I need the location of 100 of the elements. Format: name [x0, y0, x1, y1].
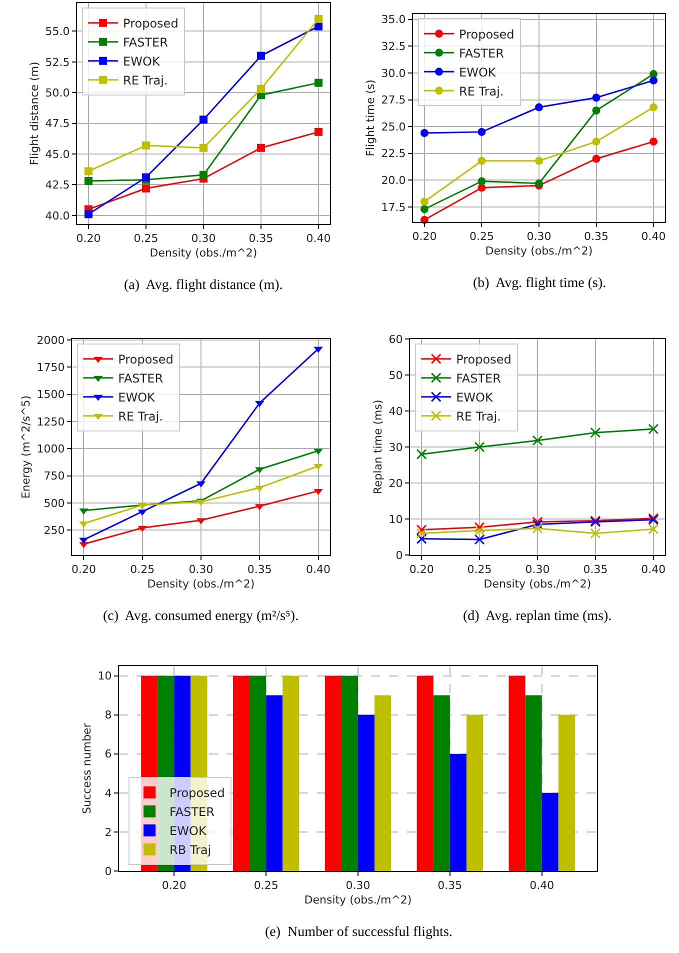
point: [420, 129, 428, 138]
point: [420, 198, 428, 206]
bar: [466, 714, 484, 871]
bar: [416, 676, 434, 871]
x-tick-label: 0.20: [162, 879, 186, 892]
point: [650, 103, 658, 112]
y-tick-label: 27.5: [381, 94, 406, 107]
point: [314, 128, 322, 136]
x-axis-title: Density (obs./m^2): [485, 244, 593, 258]
y-tick-label: 6: [104, 748, 112, 761]
y-tick-label: 40: [388, 404, 403, 418]
bar: [508, 676, 526, 871]
text: (c) Avg. consumed energy (m²/s⁵).: [103, 609, 299, 624]
x-tick-label: 0.30: [188, 563, 214, 576]
point: [84, 177, 92, 186]
bar: [542, 792, 558, 871]
point: [142, 141, 150, 150]
x-tick-label: 0.20: [412, 230, 437, 244]
point: [314, 22, 322, 30]
x-tick-label: 0.40: [641, 563, 666, 576]
y-tick-label: 55.0: [45, 25, 70, 38]
point: [650, 76, 658, 84]
legend-label: EWOK: [459, 65, 497, 80]
x-tick-label: 0.40: [306, 563, 331, 576]
y-tick-label: 40.0: [45, 209, 70, 222]
x-tick-label: 0.25: [130, 563, 155, 576]
y-tick-label: 2: [104, 826, 112, 839]
point: [200, 144, 208, 152]
text: (a) Avg. flight distance (m).: [124, 278, 283, 293]
text: (d) Avg. replan time (ms).: [463, 609, 612, 624]
legend-label: RB Traj: [170, 843, 212, 858]
x-tick-label: 0.40: [306, 232, 331, 246]
y-tick-label: 25.0: [381, 120, 406, 134]
y-tick-label: 50.0: [45, 86, 70, 100]
point: [592, 106, 600, 114]
legend-label: FASTER: [456, 372, 501, 386]
legend-label: RE Traj.: [123, 74, 168, 88]
x-tick-label: 0.40: [530, 879, 554, 892]
x-tick-label: 0.35: [248, 232, 274, 246]
legend-label: EWOK: [456, 390, 494, 404]
point: [314, 14, 322, 23]
point: [532, 519, 543, 530]
x-tick-label: 0.25: [134, 232, 158, 246]
x-axis-title: Density (obs./m^2): [484, 577, 592, 590]
point: [257, 52, 265, 60]
legend-label: RE Traj.: [118, 410, 163, 424]
x-tick-label: 0.20: [409, 563, 434, 576]
point: [416, 524, 427, 536]
y-tick-label: 500: [44, 496, 65, 510]
x-axis-title: Density (obs./m^2): [147, 577, 255, 590]
x-tick-label: 0.35: [247, 563, 272, 576]
legend-label: Proposed: [459, 27, 514, 42]
y-tick-label: 1000: [36, 442, 65, 456]
point: [84, 167, 92, 176]
legend-label: Proposed: [456, 352, 512, 366]
point: [474, 534, 485, 545]
point: [648, 424, 659, 434]
bar: [374, 695, 392, 871]
point: [532, 523, 543, 534]
point: [590, 427, 601, 438]
point: [532, 435, 543, 446]
y-tick-label: 1250: [36, 415, 65, 428]
x-tick-label: 0.35: [584, 230, 609, 244]
x-tick-label: 0.35: [583, 563, 608, 576]
point: [474, 522, 485, 533]
point: [478, 177, 486, 186]
legend-label: FASTER: [118, 372, 164, 386]
x-tick-label: 0.25: [254, 879, 278, 892]
text: (b) Avg. flight time (s).: [473, 276, 606, 291]
legend-label: Proposed: [118, 352, 174, 366]
y-tick-label: 0: [104, 864, 112, 878]
bar: [450, 754, 466, 871]
point: [478, 156, 486, 165]
y-tick-label: 20: [388, 476, 403, 490]
bar: [525, 695, 542, 871]
y-tick-label: 52.5: [45, 56, 70, 69]
y-tick-label: 1500: [36, 388, 65, 402]
legend-label: EWOK: [170, 824, 208, 838]
point: [474, 525, 485, 536]
y-tick-label: 250: [44, 524, 65, 537]
point: [650, 138, 658, 146]
x-tick-label: 0.30: [346, 879, 370, 892]
bar: [341, 676, 358, 871]
y-axis-title: Flight time (s): [364, 80, 377, 156]
y-tick-label: 10: [388, 512, 403, 526]
y-tick-label: 1750: [36, 361, 65, 374]
point: [200, 116, 208, 124]
y-tick-label: 30: [388, 440, 403, 454]
x-tick-label: 0.25: [467, 563, 492, 576]
y-tick-label: 47.5: [45, 117, 70, 130]
point: [416, 528, 427, 539]
point: [142, 184, 150, 192]
text: (e) Number of successful flights.: [265, 925, 452, 940]
y-tick-label: 10: [98, 670, 112, 683]
point: [142, 173, 150, 182]
x-axis-title: Density (obs./m^2): [150, 246, 258, 260]
bar: [433, 695, 450, 871]
legend-label: Proposed: [170, 786, 225, 800]
point: [648, 524, 659, 534]
point: [592, 138, 600, 146]
